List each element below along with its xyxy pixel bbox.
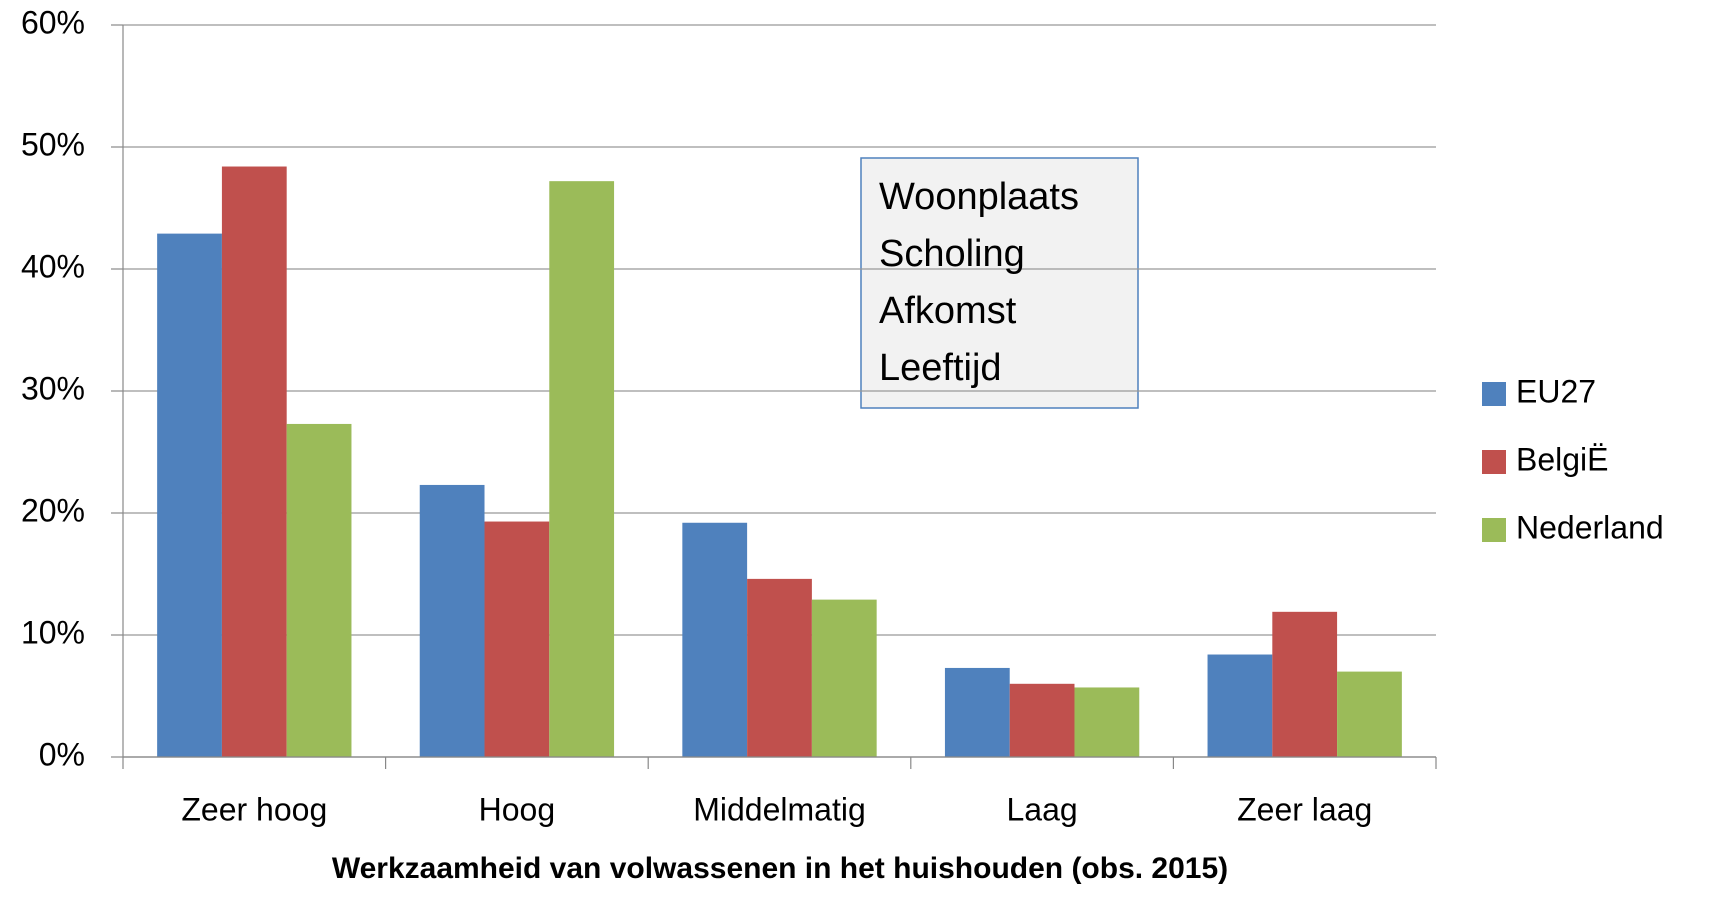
x-tick-label: Middelmatig xyxy=(693,791,866,827)
legend-label: Nederland xyxy=(1516,509,1664,545)
y-tick-label: 60% xyxy=(21,4,85,40)
legend-label: BelgiË xyxy=(1516,441,1609,477)
bar xyxy=(1074,687,1140,757)
annotation-line: Scholing xyxy=(879,233,1025,275)
bar xyxy=(944,667,1010,757)
legend-swatch xyxy=(1482,382,1506,406)
annotation-line: Leeftijd xyxy=(879,347,1002,389)
annotation-box xyxy=(860,157,1139,409)
bar xyxy=(1207,654,1273,757)
y-tick-label: 50% xyxy=(21,126,85,162)
bar xyxy=(1272,611,1338,757)
y-tick-label: 0% xyxy=(39,736,85,772)
bar xyxy=(157,233,222,757)
bar xyxy=(286,423,352,757)
bar xyxy=(682,522,748,757)
x-tick-label: Hoog xyxy=(479,791,556,827)
bar xyxy=(811,599,877,757)
y-tick-label: 30% xyxy=(21,370,85,406)
bar xyxy=(1337,671,1402,757)
annotation-line: Afkomst xyxy=(879,290,1017,332)
legend-label: EU27 xyxy=(1516,373,1596,409)
y-tick-label: 10% xyxy=(21,614,85,650)
x-tick-label: Laag xyxy=(1007,791,1078,827)
x-axis-title: Werkzaamheid van volwassenen in het huis… xyxy=(332,852,1228,885)
bar xyxy=(1009,683,1075,757)
y-tick-label: 20% xyxy=(21,492,85,528)
bar xyxy=(484,521,550,757)
annotation-line: Woonplaats xyxy=(879,176,1079,218)
bar xyxy=(747,578,812,757)
x-tick-label: Zeer laag xyxy=(1237,791,1372,827)
legend-swatch xyxy=(1482,450,1506,474)
bar xyxy=(419,484,485,757)
y-tick-label: 40% xyxy=(21,248,85,284)
legend-swatch xyxy=(1482,518,1506,542)
bar xyxy=(549,181,615,757)
x-tick-label: Zeer hoog xyxy=(181,791,327,827)
bar xyxy=(221,166,287,757)
